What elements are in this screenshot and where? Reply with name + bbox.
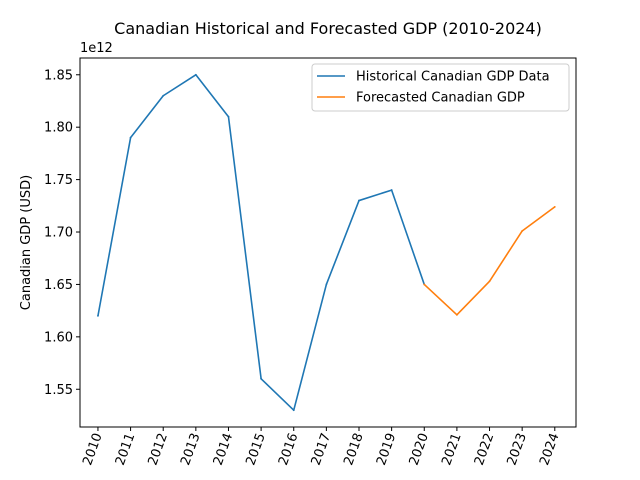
y-axis-label: Canadian GDP (USD) xyxy=(19,175,34,310)
series-1-point xyxy=(227,115,230,118)
x-tick-label: 2011 xyxy=(113,431,138,467)
series-line-2 xyxy=(423,206,556,316)
series-1-point xyxy=(260,377,263,380)
x-tick-label: 2010 xyxy=(80,431,105,467)
x-tick-label: 2012 xyxy=(146,431,171,467)
series-2-point xyxy=(553,205,556,208)
series-1-point xyxy=(129,136,132,139)
series-1-point xyxy=(390,189,393,191)
y-tick-label: 1.70 xyxy=(44,226,73,241)
x-tick-label: 2016 xyxy=(276,431,301,467)
x-tick-label: 2018 xyxy=(341,431,366,467)
legend-label-2: Forecasted Canadian GDP xyxy=(356,91,525,106)
x-tick-label: 2023 xyxy=(505,431,530,467)
series-1-point xyxy=(162,94,165,97)
x-tick-label: 2017 xyxy=(309,431,334,467)
legend-box xyxy=(311,63,570,112)
x-tick-label: 2013 xyxy=(178,431,203,467)
x-tick-label: 2021 xyxy=(439,431,464,467)
y-tick-label: 1.55 xyxy=(44,383,73,398)
plot-area xyxy=(97,73,556,412)
y-tick-label: 1.75 xyxy=(44,173,73,188)
series-2-point xyxy=(423,283,426,286)
series-1-point xyxy=(194,73,197,76)
x-tick-label: 2024 xyxy=(537,431,562,467)
y-tick-label: 1.85 xyxy=(44,68,73,83)
series-1-point xyxy=(97,314,99,317)
series-2-point xyxy=(488,280,491,283)
series-2-point xyxy=(521,230,524,232)
x-tick-label: 2022 xyxy=(472,431,497,467)
plot-frame xyxy=(79,57,577,428)
x-tick-label: 2014 xyxy=(211,431,236,467)
y-tick-label: 1.80 xyxy=(44,121,73,136)
series-1-point xyxy=(292,409,295,412)
series-2-point xyxy=(455,313,458,316)
chart-title: Canadian Historical and Forecasted GDP (… xyxy=(114,19,542,38)
y-offset-text: 1e12 xyxy=(80,41,113,56)
y-tick-label: 1.60 xyxy=(44,330,73,345)
x-tick-label: 2020 xyxy=(407,431,432,467)
series-line-1 xyxy=(97,73,426,412)
legend-label-1: Historical Canadian GDP Data xyxy=(356,70,550,85)
y-tick-label: 1.65 xyxy=(44,278,73,293)
x-tick-label: 2015 xyxy=(243,431,268,467)
legend: Historical Canadian GDP Data Forecasted C… xyxy=(311,63,570,112)
series-1-point xyxy=(325,283,328,286)
x-tick-label: 2019 xyxy=(374,431,399,467)
series-1-point xyxy=(358,199,360,202)
